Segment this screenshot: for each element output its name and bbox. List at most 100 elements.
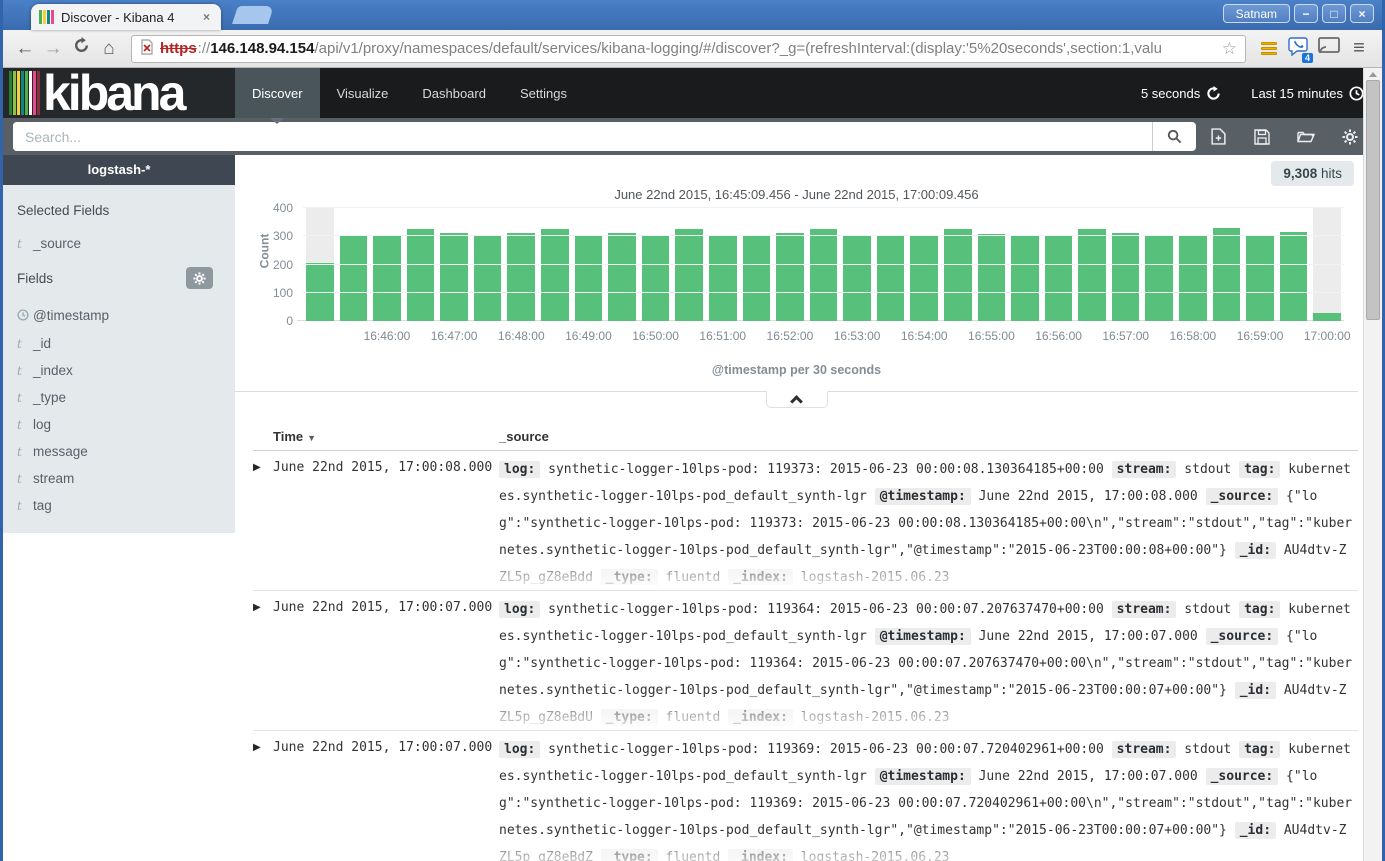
histogram-bar[interactable] <box>1042 208 1076 321</box>
home-icon[interactable]: ⌂ <box>103 37 115 59</box>
histogram-bar[interactable] <box>874 208 908 321</box>
tab-dashboard[interactable]: Dashboard <box>422 85 486 101</box>
histogram-bar[interactable] <box>975 208 1009 321</box>
time-range-picker[interactable]: Last 15 minutes <box>1251 86 1364 101</box>
bar <box>1246 234 1274 321</box>
chrome-menu-icon[interactable]: ≡ <box>1353 37 1365 59</box>
field-settings-button[interactable] <box>186 267 213 289</box>
histogram-bar[interactable] <box>1243 208 1277 321</box>
histogram-bar[interactable] <box>639 208 673 321</box>
back-icon[interactable]: ← <box>15 37 35 59</box>
bar <box>876 234 905 321</box>
scrollbar-thumb[interactable] <box>1366 80 1380 320</box>
gridline <box>303 235 1344 237</box>
index-pattern-selector[interactable]: logstash-* <box>3 155 235 185</box>
open-search-button[interactable] <box>1284 129 1328 144</box>
minimize-button[interactable]: − <box>1294 4 1318 23</box>
field-item-source[interactable]: t _source <box>3 230 235 257</box>
histogram-bar[interactable] <box>1210 208 1244 321</box>
field-item-tag[interactable]: t tag <box>3 492 235 519</box>
histogram-bar[interactable] <box>605 208 639 321</box>
field-item-log[interactable]: t log <box>3 411 235 438</box>
browser-tab[interactable]: Discover - Kibana 4 × <box>31 4 221 30</box>
tab-close-icon[interactable]: × <box>202 10 210 24</box>
histogram-bar[interactable] <box>672 208 706 321</box>
bar <box>1011 234 1039 321</box>
field-item-type[interactable]: t _type <box>3 384 235 411</box>
search-input[interactable] <box>13 122 1152 151</box>
field-badge: _type: <box>600 709 658 726</box>
cast-icon[interactable] <box>1314 37 1344 60</box>
tab-discover[interactable]: Discover <box>235 68 320 124</box>
maximize-button[interactable]: □ <box>1322 4 1346 23</box>
histogram-bar[interactable] <box>370 208 404 321</box>
kibana-favicon <box>39 10 55 24</box>
new-search-button[interactable] <box>1196 128 1240 145</box>
histogram-bar[interactable] <box>1142 208 1176 321</box>
tab-visualize[interactable]: Visualize <box>336 85 389 101</box>
new-tab-button[interactable] <box>232 6 274 24</box>
text-type-icon: t <box>17 498 22 513</box>
field-badge: @timestamp: <box>874 628 971 645</box>
column-header-source[interactable]: _source <box>499 429 549 444</box>
histogram-bar[interactable] <box>337 208 371 321</box>
profile-name-badge[interactable]: Satnam <box>1222 4 1290 23</box>
histogram-bar[interactable] <box>1008 208 1042 321</box>
histogram-bar[interactable] <box>1277 208 1311 321</box>
bar <box>943 228 972 321</box>
histogram-bar[interactable] <box>706 208 740 321</box>
field-badge: _id: <box>1234 542 1277 559</box>
extension-voice-icon[interactable]: 4 <box>1284 36 1314 63</box>
field-item-stream[interactable]: t stream <box>3 465 235 492</box>
histogram-bar[interactable] <box>907 208 941 321</box>
column-header-time[interactable]: Time ▼ <box>273 429 317 444</box>
expand-row-icon[interactable]: ▶ <box>253 462 261 473</box>
bookmark-star-icon[interactable]: ☆ <box>1221 38 1237 58</box>
field-item-message[interactable]: t message <box>3 438 235 465</box>
histogram-bar[interactable] <box>471 208 505 321</box>
histogram-bar[interactable] <box>941 208 975 321</box>
histogram-bar[interactable] <box>538 208 572 321</box>
field-item-timestamp[interactable]: @timestamp <box>3 301 235 330</box>
expand-row-icon[interactable]: ▶ <box>253 742 261 753</box>
histogram-bar[interactable] <box>404 208 438 321</box>
table-row: ▶ June 22nd 2015, 17:00:07.000 log: synthe… <box>253 591 1358 731</box>
chart-title: June 22nd 2015, 16:45:09.456 - June 22nd… <box>614 187 979 202</box>
search-submit-button[interactable] <box>1152 122 1196 151</box>
expand-row-icon[interactable]: ▶ <box>253 602 261 613</box>
table-row: ▶ June 22nd 2015, 17:00:08.000 log: synthe… <box>253 451 1358 591</box>
histogram-bar[interactable] <box>303 208 337 321</box>
page-insecure-icon[interactable] <box>140 38 154 59</box>
refresh-interval-picker[interactable]: 5 seconds <box>1141 85 1221 101</box>
field-badge: _type: <box>600 849 658 861</box>
histogram-bar[interactable] <box>773 208 807 321</box>
page-scrollbar[interactable] <box>1363 68 1382 861</box>
reload-icon[interactable] <box>67 37 95 60</box>
forward-icon[interactable]: → <box>43 37 63 59</box>
save-search-button[interactable] <box>1240 128 1284 145</box>
histogram-bar[interactable] <box>504 208 538 321</box>
settings-button[interactable] <box>1328 129 1372 145</box>
url-bar[interactable]: https://146.148.94.154/api/v1/proxy/name… <box>131 34 1246 63</box>
close-button[interactable]: × <box>1350 4 1374 23</box>
field-item-index[interactable]: t _index <box>3 357 235 384</box>
kibana-logo-text: kibana <box>43 65 186 121</box>
histogram-bar[interactable] <box>1310 208 1344 321</box>
url-host: 146.148.94.154 <box>210 40 315 57</box>
histogram-bar[interactable] <box>740 208 774 321</box>
tab-settings[interactable]: Settings <box>519 85 567 101</box>
histogram-bar[interactable] <box>840 208 874 321</box>
histogram-bar[interactable] <box>437 208 471 321</box>
histogram-bar[interactable] <box>1109 208 1143 321</box>
histogram-bar[interactable] <box>1176 208 1210 321</box>
histogram-bar[interactable] <box>1075 208 1109 321</box>
tab-title: Discover - Kibana 4 <box>61 9 175 25</box>
histogram-bar[interactable] <box>572 208 606 321</box>
extension-sessions-icon[interactable] <box>1254 40 1284 57</box>
collapse-chart-button[interactable] <box>765 391 828 408</box>
histogram-bar[interactable] <box>807 208 841 321</box>
field-item-id[interactable]: t _id <box>3 330 235 357</box>
scrollbar-up-arrow[interactable] <box>1364 68 1382 80</box>
bar <box>574 234 603 321</box>
